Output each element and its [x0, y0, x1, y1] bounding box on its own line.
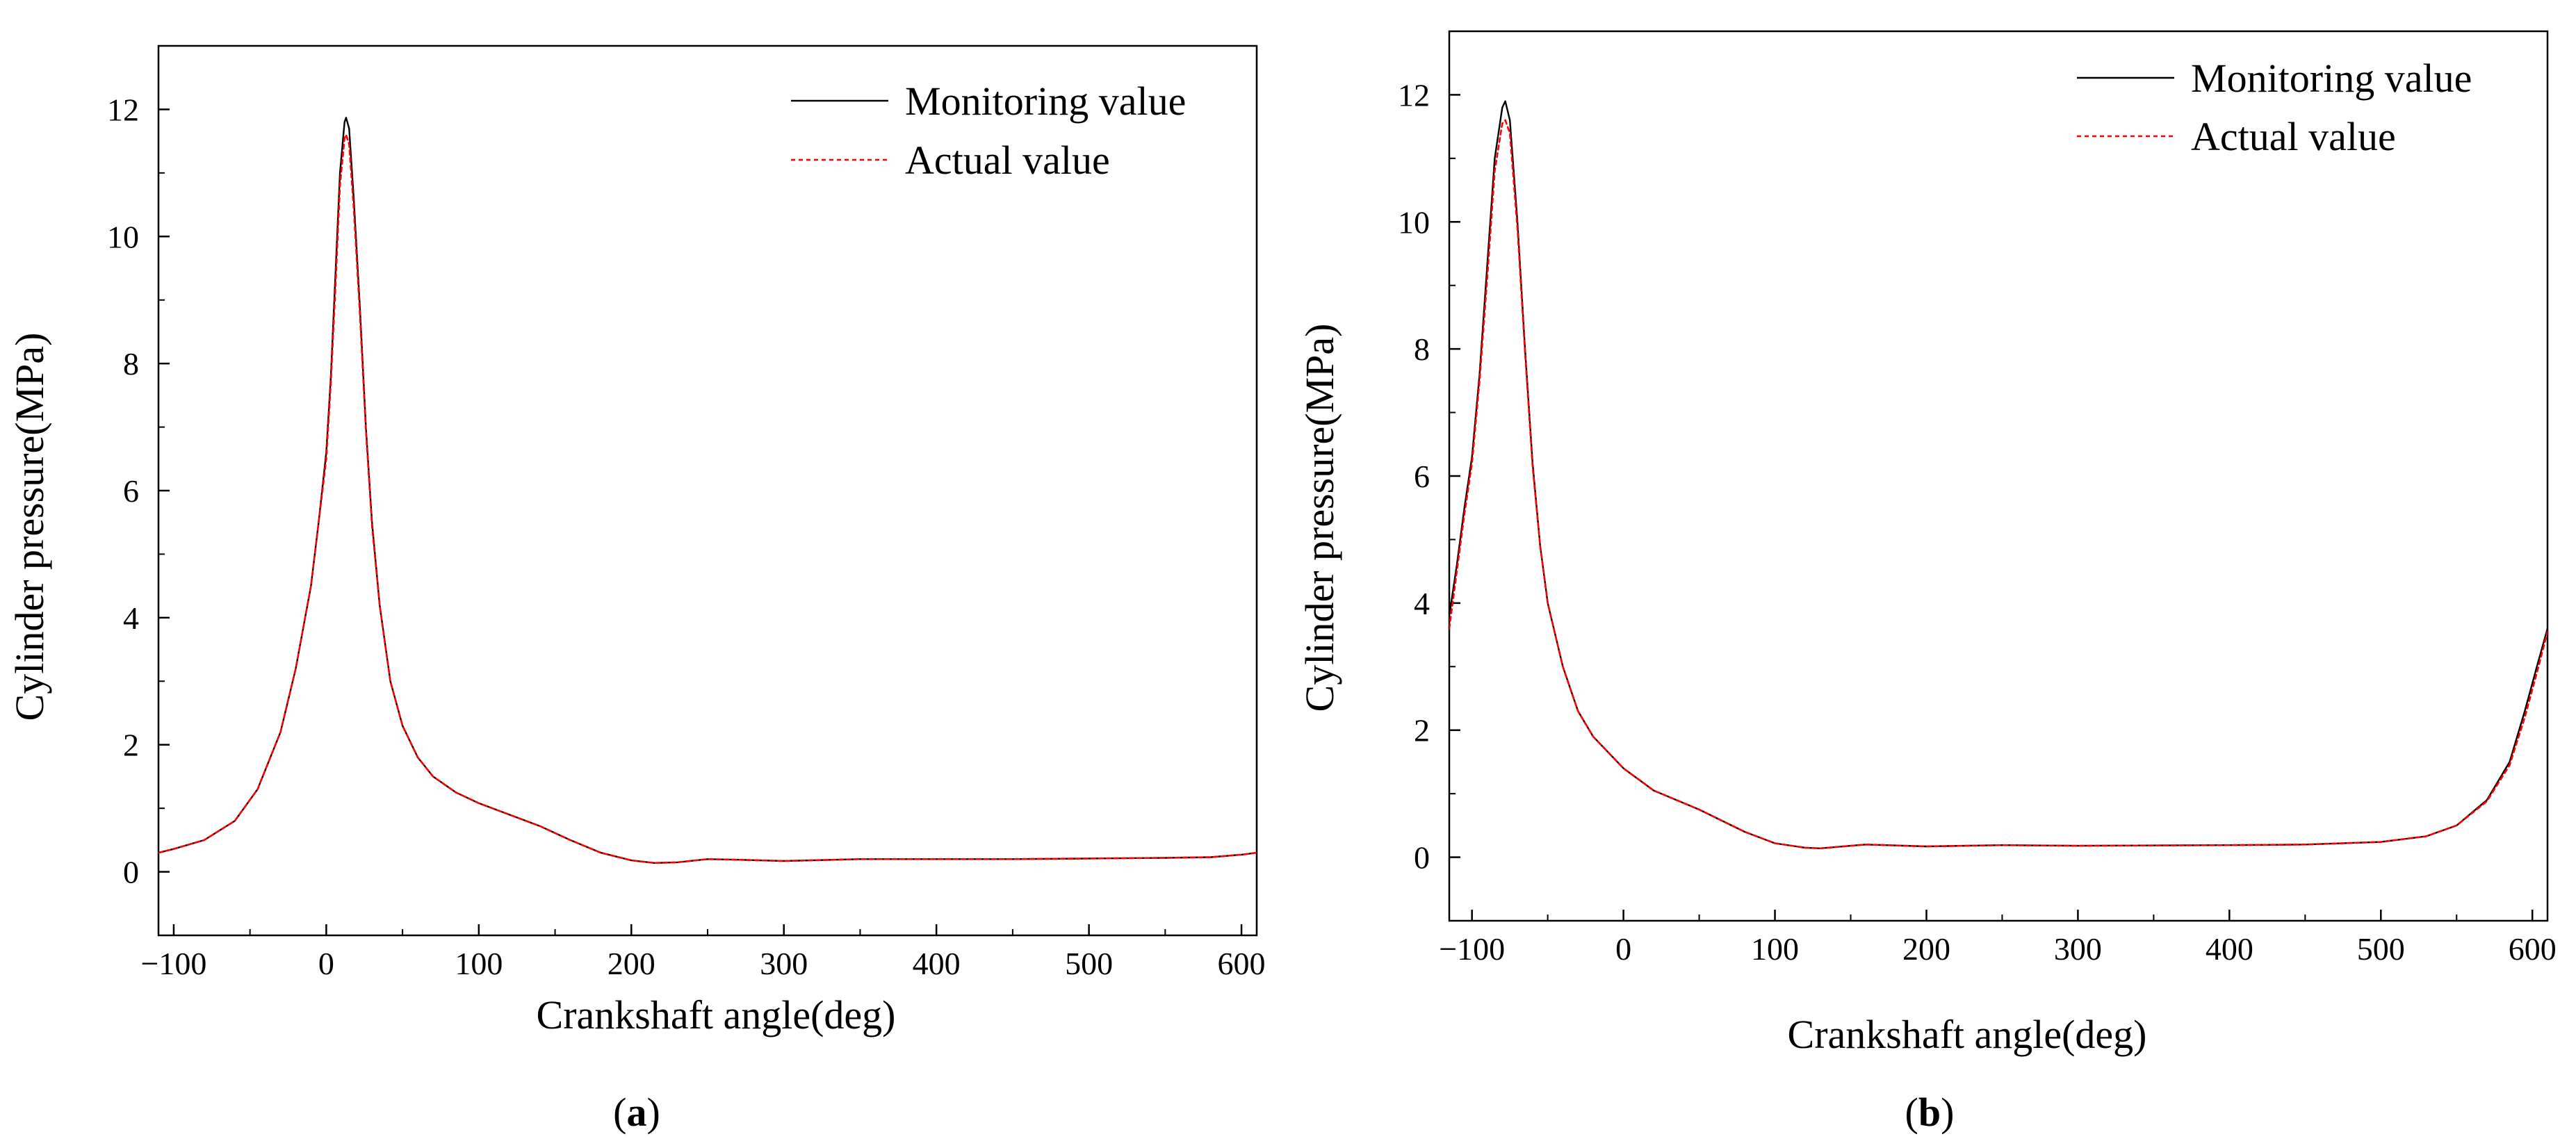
x-tick-label: 500	[1065, 946, 1113, 981]
x-tick-label: 400	[913, 946, 961, 981]
y-tick-label: 12	[1398, 77, 1430, 113]
legend-label-monitoring: Monitoring value	[2191, 56, 2472, 101]
x-tick-label: 600	[2509, 931, 2557, 967]
chart-panel-a: Cylinder pressure(MPa) Crankshaft angle(…	[7, 44, 1266, 1135]
x-tick-label: 300	[760, 946, 808, 981]
caption-open-paren: (	[613, 1090, 626, 1135]
panel-caption-a: (a)	[613, 1090, 660, 1135]
legend-label-actual: Actual value	[2191, 114, 2396, 159]
legend-label-actual: Actual value	[905, 138, 1110, 183]
y-tick-label: 4	[123, 600, 139, 636]
y-tick-label: 4	[1414, 586, 1430, 621]
y-tick-label: 0	[1414, 840, 1430, 876]
legend: Monitoring value Actual value	[791, 79, 1186, 183]
x-tick-label: 200	[1902, 931, 1950, 967]
x-axis-title: Crankshaft angle(deg)	[537, 992, 896, 1038]
x-tick-label: 200	[608, 946, 655, 981]
caption-letter: b	[1918, 1090, 1941, 1135]
x-tick-label: −100	[140, 946, 206, 981]
panel-caption-b: (b)	[1905, 1090, 1955, 1135]
x-tick-label: 400	[2206, 931, 2253, 967]
series-line-actual-value	[1449, 119, 2548, 850]
y-tick-label: 12	[107, 92, 139, 127]
y-tick-label: 8	[123, 346, 139, 382]
y-tick-label: 2	[1414, 713, 1430, 748]
x-axis-title: Crankshaft angle(deg)	[1788, 1012, 2147, 1057]
x-tick-label: 500	[2357, 931, 2405, 967]
caption-open-paren: (	[1905, 1090, 1918, 1135]
legend-label-monitoring: Monitoring value	[905, 79, 1186, 124]
caption-close-paren: )	[1941, 1090, 1954, 1135]
x-tick-label: 300	[2054, 931, 2102, 967]
caption-letter: a	[627, 1090, 647, 1135]
y-tick-label: 6	[123, 473, 139, 509]
y-tick-label: 2	[123, 728, 139, 763]
x-tick-label: 600	[1218, 946, 1266, 981]
x-tick-label: 0	[1615, 931, 1631, 967]
x-tick-label: 100	[1751, 931, 1799, 967]
x-tick-label: −100	[1439, 931, 1505, 967]
y-axis-title: Cylinder pressure(MPa)	[7, 333, 52, 721]
legend: Monitoring value Actual value	[2077, 56, 2472, 159]
x-tick-label: 0	[318, 946, 334, 981]
caption-close-paren: )	[647, 1090, 660, 1135]
y-axis-title: Cylinder pressure(MPa)	[1297, 324, 1342, 712]
y-tick-label: 6	[1414, 459, 1430, 494]
chart-panel-b: Cylinder pressure(MPa) Crankshaft angle(…	[1297, 30, 2557, 1135]
y-tick-label: 10	[107, 219, 139, 254]
y-tick-label: 10	[1398, 204, 1430, 240]
y-tick-label: 8	[1414, 331, 1430, 367]
y-tick-label: 0	[123, 855, 139, 890]
x-tick-label: 100	[455, 946, 503, 981]
series-line-actual-value	[158, 133, 1257, 864]
